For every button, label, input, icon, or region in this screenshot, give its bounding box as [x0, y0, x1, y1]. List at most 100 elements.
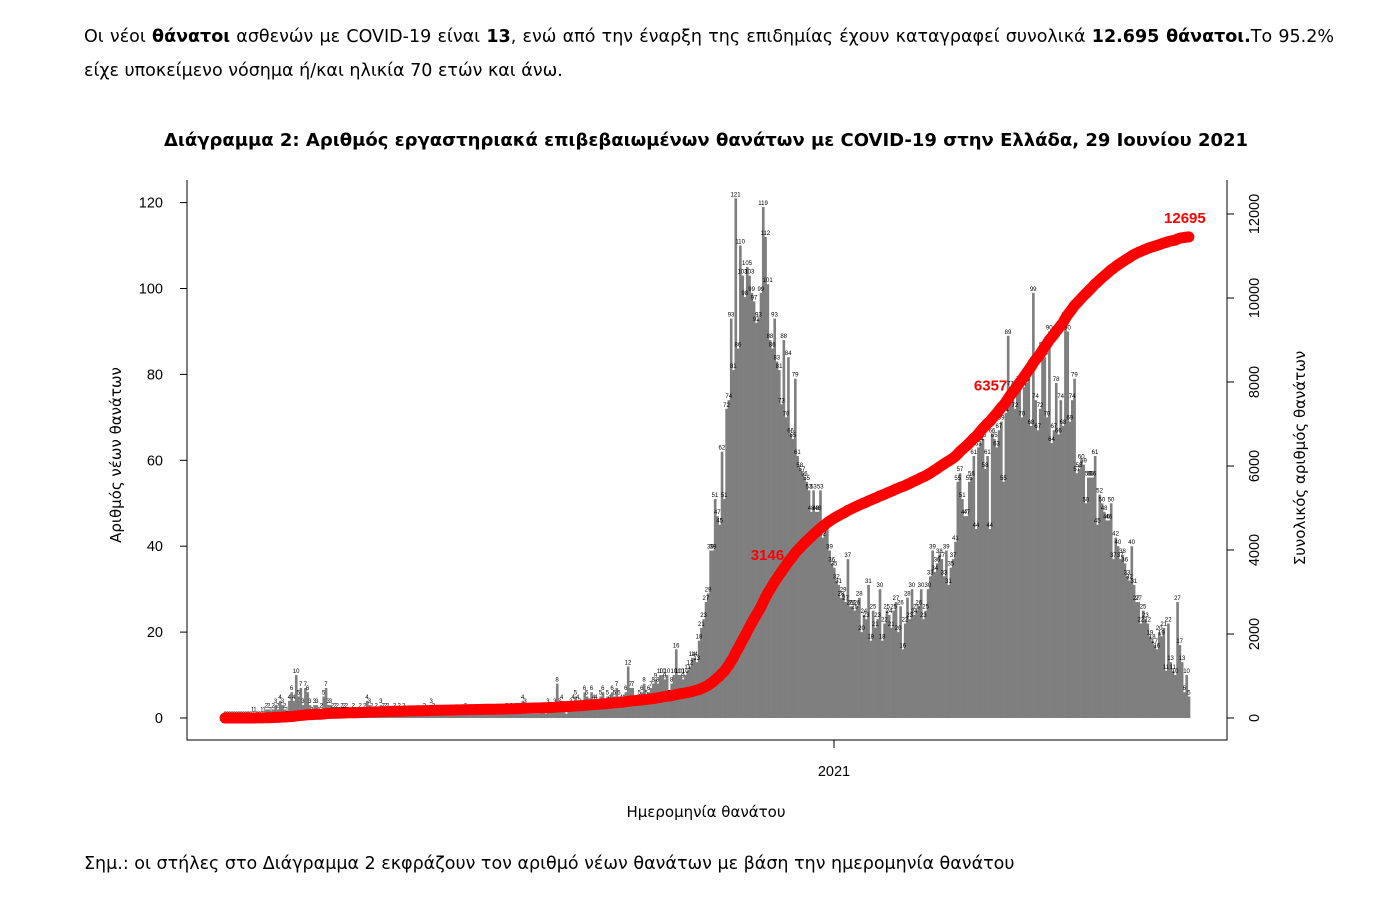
bar [1187, 696, 1191, 718]
bar [597, 709, 600, 718]
bar [1006, 335, 1010, 718]
bar [791, 438, 795, 718]
bar-value-label: 6 [290, 686, 294, 692]
bar [484, 713, 488, 718]
bar [741, 275, 744, 718]
bar-value-label: 121 [731, 192, 742, 198]
bar-value-label: 69 [998, 416, 1005, 422]
bar-value-label: 52 [1096, 489, 1103, 495]
bar-value-label: 33 [1124, 570, 1131, 576]
bar-value-label: 51 [959, 493, 966, 499]
bar-value-label: 59 [1080, 459, 1087, 465]
bar-value-label: 51 [721, 493, 728, 499]
bar-value-label: 55 [1000, 476, 1007, 482]
bar [997, 430, 1001, 718]
bar-value-label: 18 [879, 635, 886, 641]
bar-value-label: 10 [677, 669, 684, 675]
bar [958, 473, 962, 718]
bar-value-label: 26 [854, 600, 861, 606]
bar-value-label: 55 [803, 476, 810, 482]
bar [926, 589, 930, 718]
bar [674, 649, 678, 718]
bar [1107, 520, 1111, 718]
bar-value-label: 16 [673, 643, 680, 649]
bar-value-label: 3 [301, 699, 305, 705]
bar [803, 477, 806, 718]
bar [864, 619, 868, 718]
bar [475, 713, 479, 718]
bar [1176, 602, 1179, 718]
bar-value-label: 18 [696, 635, 703, 641]
bar [452, 713, 456, 718]
bar-value-label: 6 [601, 686, 605, 692]
bar-value-label: 25 [913, 605, 920, 611]
bar-value-label: 3 [308, 699, 312, 705]
bar-value-label: 39 [707, 545, 714, 551]
bar [512, 713, 516, 718]
bar [1089, 477, 1092, 718]
bar [555, 683, 559, 718]
bar [1004, 413, 1008, 718]
bar-value-label: 3 [313, 699, 317, 705]
bar-value-label: 66 [1055, 429, 1062, 435]
bar [777, 370, 781, 718]
bar [871, 610, 875, 719]
bar-value-label: 72 [723, 403, 730, 409]
bar-value-label: 56 [801, 471, 808, 477]
bar [1091, 477, 1095, 718]
bar-value-label: 88 [780, 334, 787, 340]
bar-value-label: 18 [867, 635, 874, 641]
bar-value-label: 53 [810, 484, 817, 490]
bar [578, 705, 582, 718]
bar-value-label: 88 [767, 334, 774, 340]
bar [835, 580, 838, 718]
bar-value-label: 64 [1048, 437, 1055, 443]
bar [931, 550, 934, 718]
bar [892, 610, 896, 719]
bar [542, 709, 545, 718]
bar [1119, 559, 1122, 718]
bar [448, 713, 451, 718]
bar [954, 541, 957, 718]
bar-value-label: 45 [1094, 519, 1101, 525]
bar [718, 524, 722, 719]
bar-value-label: 10 [293, 669, 300, 675]
bar-value-label: 31 [1131, 579, 1138, 585]
bar [906, 597, 909, 718]
bar-value-label: 28 [856, 592, 863, 598]
bar-value-label: 26 [847, 600, 854, 606]
bar [979, 443, 983, 718]
bar-value-label: 56 [1087, 471, 1094, 477]
bar [292, 700, 296, 718]
bar-value-label: 10 [1172, 669, 1179, 675]
bar-value-label: 103 [737, 270, 748, 276]
bar-value-label: 9 [663, 673, 667, 679]
bar [761, 206, 765, 718]
bar-value-label: 21 [698, 622, 705, 628]
bar [1036, 430, 1040, 718]
bar [647, 692, 651, 718]
bar [839, 597, 843, 718]
bar [1121, 554, 1124, 718]
bar [1169, 662, 1173, 718]
bar [1070, 400, 1074, 718]
bar-value-label: 2 [363, 703, 367, 709]
bar [1027, 370, 1031, 718]
bar [551, 709, 554, 718]
bar-value-label: 28 [838, 592, 845, 598]
bar [929, 576, 932, 718]
bar-value-label: 98 [741, 291, 748, 297]
bar [723, 498, 726, 718]
bar-value-label: 3 [429, 699, 433, 705]
bar [826, 529, 829, 718]
bar [814, 511, 818, 718]
y2-tick-label: 2000 [1247, 618, 1263, 650]
y2-tick-label: 4000 [1247, 534, 1263, 566]
bar [1125, 576, 1129, 718]
bar [645, 696, 648, 718]
bar-value-label: 4 [365, 695, 369, 701]
bar [1178, 644, 1182, 719]
bar [436, 713, 440, 718]
bar-value-label: 8 [670, 678, 674, 684]
